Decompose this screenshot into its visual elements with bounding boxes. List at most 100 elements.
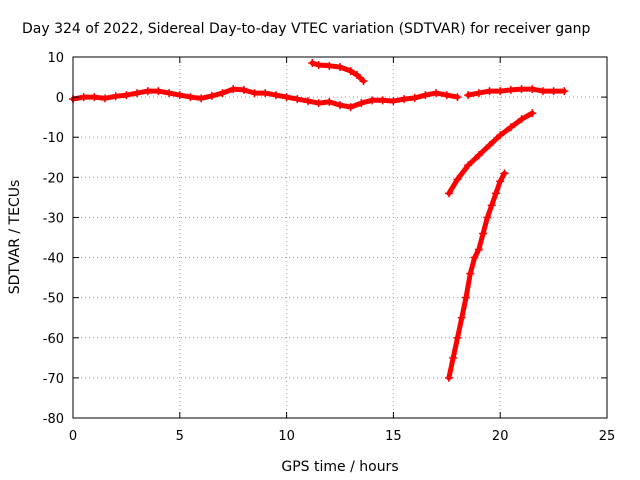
data-point: [474, 245, 483, 254]
data-point: [175, 91, 184, 100]
data-point: [79, 93, 88, 102]
data-point: [500, 169, 509, 178]
series-4: [444, 169, 509, 382]
y-tick-label: -30: [43, 211, 64, 226]
data-point: [410, 93, 419, 102]
data-point: [474, 151, 483, 160]
data-point: [229, 85, 238, 94]
data-point: [336, 101, 344, 110]
data-point: [218, 89, 227, 98]
data-point: [549, 87, 558, 96]
data-point: [462, 293, 471, 302]
data-point: [517, 115, 526, 124]
data-point: [506, 123, 515, 132]
data-point: [357, 99, 366, 108]
data-point: [453, 93, 462, 102]
data-point: [378, 96, 387, 105]
axis-ticks: 0 5 10 15 20 25 -80 -70 -60 -50 -40 -30 -20 -10 0 10: [43, 51, 616, 444]
data-point: [496, 87, 505, 96]
data-point: [359, 77, 368, 86]
x-tick-label: 5: [176, 429, 184, 444]
series-trace: [446, 170, 507, 381]
y-tick-label: -70: [43, 372, 64, 387]
y-tick-label: 0: [56, 91, 64, 106]
plot-frame: [72, 56, 608, 419]
data-point: [314, 99, 323, 108]
data-point: [449, 353, 458, 362]
data-point: [444, 373, 453, 382]
data-point: [308, 59, 317, 68]
y-tick-label: -40: [43, 252, 64, 267]
data-point: [457, 313, 466, 322]
data-point: [479, 229, 488, 238]
series-0: [69, 85, 462, 112]
data-point: [122, 91, 131, 100]
y-tick-label: -10: [43, 131, 64, 146]
data-point: [143, 87, 152, 96]
y-tick-label: 10: [47, 51, 64, 66]
data-point: [303, 97, 312, 106]
data-point: [453, 175, 462, 184]
data-point: [464, 161, 473, 170]
data-point: [90, 93, 99, 102]
data-point: [538, 87, 547, 96]
data-point: [282, 93, 291, 102]
series-2: [308, 59, 368, 86]
data-point: [154, 87, 163, 96]
x-tick-label: 15: [385, 429, 402, 444]
y-tick-label: -80: [43, 412, 64, 427]
data-point: [165, 89, 174, 98]
data-point: [421, 91, 430, 100]
x-tick-label: 0: [69, 429, 77, 444]
data-point: [485, 141, 494, 150]
data-point: [353, 71, 362, 80]
data-point: [453, 333, 462, 342]
data-point: [197, 94, 206, 103]
data-point: [485, 87, 494, 96]
data-point: [239, 85, 248, 94]
data-point: [517, 85, 526, 94]
data-point: [325, 61, 334, 70]
data-point: [368, 96, 377, 105]
data-point: [560, 87, 569, 96]
y-tick-label: -20: [43, 171, 64, 186]
data-point: [336, 63, 344, 72]
data-point: [346, 67, 355, 76]
data-points: [69, 59, 569, 382]
data-point: [483, 213, 492, 222]
data-point: [325, 97, 334, 106]
x-tick-label: 25: [599, 429, 616, 444]
series-trace: [465, 86, 567, 98]
data-point: [314, 61, 323, 70]
data-point: [442, 91, 451, 100]
data-point: [250, 89, 259, 98]
data-point: [496, 131, 505, 140]
data-point: [389, 97, 398, 106]
data-point: [487, 201, 496, 210]
gridlines: [73, 57, 607, 418]
x-axis-label: GPS time / hours: [281, 459, 398, 475]
data-point: [133, 89, 142, 98]
y-tick-label: -50: [43, 292, 64, 307]
data-point: [506, 85, 515, 94]
data-point: [528, 85, 537, 94]
data-point: [207, 91, 216, 100]
data-point: [474, 89, 483, 98]
data-point: [444, 189, 453, 198]
series-3: [444, 109, 537, 198]
data-point: [432, 89, 441, 98]
series-trace: [446, 110, 535, 196]
y-tick-label: -60: [43, 332, 64, 347]
data-point: [466, 269, 475, 278]
data-point: [261, 89, 270, 98]
y-axis-label: SDTVAR / TECUs: [7, 180, 23, 295]
data-point: [470, 253, 479, 262]
data-point: [400, 95, 409, 104]
data-point: [346, 103, 355, 112]
data-point: [271, 91, 280, 100]
data-point: [293, 95, 302, 104]
data-point: [491, 189, 500, 198]
data-point: [528, 109, 537, 118]
chart-title: Day 324 of 2022, Sidereal Day-to-day VTE…: [22, 21, 591, 37]
